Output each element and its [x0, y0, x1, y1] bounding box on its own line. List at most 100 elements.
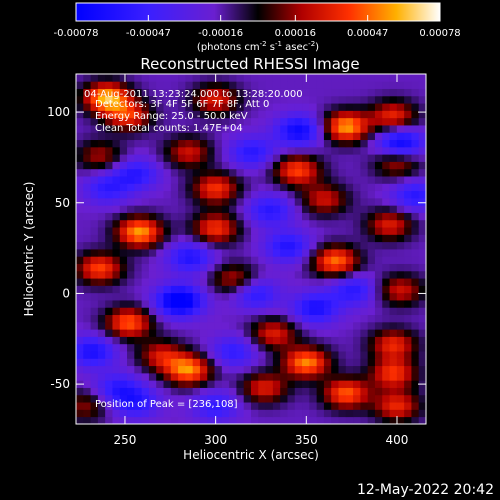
heatmap-cell — [411, 219, 420, 228]
heatmap-cell — [236, 263, 245, 272]
heatmap-cell — [97, 300, 106, 308]
heatmap-cell — [280, 95, 288, 104]
heatmap-cell — [258, 365, 266, 374]
heatmap-cell — [229, 343, 237, 352]
heatmap-cell — [309, 95, 318, 104]
heatmap-cell — [251, 249, 259, 257]
heatmap-cell — [134, 365, 143, 374]
heatmap-cell — [76, 146, 84, 155]
heatmap-cell — [411, 227, 420, 235]
heatmap-cell — [97, 110, 106, 119]
heatmap-cell — [207, 227, 215, 235]
heatmap-cell — [251, 161, 259, 170]
heatmap-cell — [309, 234, 318, 243]
heatmap-cell — [367, 183, 376, 192]
heatmap-cell — [294, 139, 303, 148]
heatmap-cell — [163, 95, 172, 104]
heatmap-cell — [389, 321, 398, 330]
heatmap-cell — [236, 394, 245, 403]
heatmap-cell — [287, 336, 296, 345]
heatmap-cell — [374, 81, 383, 89]
heatmap-cell — [178, 409, 186, 418]
heatmap-cell — [156, 380, 164, 388]
heatmap-cell — [207, 139, 215, 148]
heatmap-cell — [192, 343, 201, 352]
heatmap-cell — [280, 219, 288, 228]
heatmap-cell — [374, 372, 383, 381]
heatmap-cell — [134, 212, 143, 221]
heatmap-cell — [199, 183, 208, 192]
heatmap-cell — [323, 416, 332, 424]
heatmap-cell — [272, 219, 281, 228]
heatmap-cell — [214, 81, 223, 89]
heatmap-cell — [418, 300, 426, 308]
heatmap-cell — [265, 190, 274, 199]
heatmap-cell — [309, 190, 318, 199]
heatmap-cell — [287, 205, 296, 213]
heatmap-cell — [411, 234, 420, 243]
heatmap-cell — [396, 205, 405, 213]
heatmap-cell — [345, 95, 354, 104]
heatmap-cell — [374, 154, 383, 162]
heatmap-cell — [302, 132, 310, 141]
heatmap-cell — [236, 372, 245, 381]
heatmap-cell — [331, 285, 339, 294]
heatmap-cell — [265, 197, 274, 206]
heatmap-cell — [265, 88, 274, 97]
heatmap-cell — [251, 416, 259, 424]
heatmap-cell — [229, 183, 237, 192]
heatmap-cell — [105, 307, 113, 316]
heatmap-cell — [411, 329, 420, 337]
heatmap-cell — [170, 197, 179, 206]
heatmap-cell — [207, 358, 215, 367]
heatmap-cell — [374, 285, 383, 294]
heatmap-cell — [374, 380, 383, 388]
heatmap-cell — [148, 358, 157, 367]
heatmap-cell — [418, 176, 426, 184]
heatmap-cell — [192, 292, 201, 301]
heatmap-cell — [316, 387, 325, 396]
y-tick-label: 0 — [62, 286, 70, 300]
heatmap-cell — [316, 88, 325, 97]
heatmap-cell — [294, 285, 303, 294]
heatmap-cell — [207, 329, 215, 337]
heatmap-cell — [178, 321, 186, 330]
heatmap-cell — [221, 300, 230, 308]
heatmap-cell — [345, 197, 354, 206]
heatmap-cell — [251, 329, 259, 337]
heatmap-cell — [331, 387, 339, 396]
heatmap-cell — [323, 74, 332, 82]
heatmap-cell — [90, 227, 99, 235]
heatmap-cell — [90, 300, 99, 308]
heatmap-cell — [170, 110, 179, 119]
heatmap-cell — [338, 234, 347, 243]
heatmap-cell — [404, 212, 412, 221]
heatmap-cell — [229, 139, 237, 148]
heatmap-cell — [309, 409, 318, 418]
heatmap-cell — [90, 212, 99, 221]
heatmap-cell — [309, 241, 318, 250]
heatmap-cell — [170, 278, 179, 286]
heatmap-cell — [163, 300, 172, 308]
heatmap-cell — [265, 161, 274, 170]
heatmap-cell — [389, 387, 398, 396]
heatmap-cell — [83, 307, 91, 316]
heatmap-cell — [382, 74, 390, 82]
heatmap-cell — [367, 139, 376, 148]
heatmap-cell — [221, 343, 230, 352]
heatmap-cell — [148, 343, 157, 352]
heatmap-cell — [134, 74, 143, 82]
heatmap-cell — [258, 161, 266, 170]
heatmap-cell — [251, 394, 259, 403]
heatmap-cell — [83, 358, 91, 367]
heatmap-cell — [280, 409, 288, 418]
heatmap-cell — [214, 285, 223, 294]
heatmap-cell — [404, 270, 412, 279]
heatmap-cell — [353, 103, 361, 111]
heatmap-cell — [294, 132, 303, 141]
heatmap-cell — [214, 110, 223, 119]
heatmap-cell — [265, 416, 274, 424]
heatmap-cell — [134, 103, 143, 111]
heatmap-cell — [90, 336, 99, 345]
heatmap-cell — [127, 205, 135, 213]
